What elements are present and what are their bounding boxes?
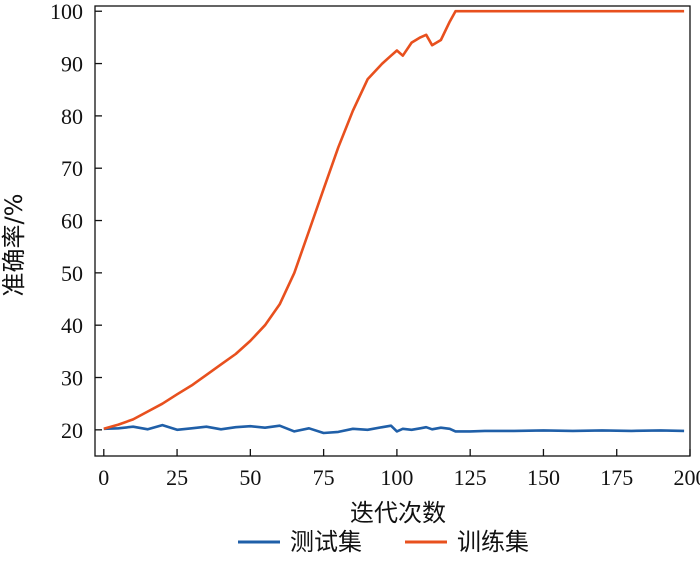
x-axis-title: 迭代次数 (350, 499, 446, 527)
x-tick-label: 125 (454, 465, 487, 490)
y-tick-label: 30 (61, 366, 83, 391)
y-axis-ticks: 20 30 40 50 60 70 80 90 100 (50, 0, 102, 443)
x-tick-label: 0 (98, 465, 109, 490)
x-tick-label: 175 (600, 465, 633, 490)
y-tick-label: 20 (61, 418, 83, 443)
x-tick-label: 50 (239, 465, 261, 490)
x-tick-label: 25 (166, 465, 188, 490)
series-line-1 (103, 423, 685, 435)
y-tick-label: 80 (61, 104, 83, 129)
x-tick-label: 75 (313, 465, 335, 490)
series-line-2 (103, 9, 685, 431)
x-tick-label: 100 (380, 465, 413, 490)
y-tick-label: 90 (61, 52, 83, 77)
x-tick-label: 150 (527, 465, 560, 490)
y-tick-label: 70 (61, 156, 83, 181)
y-tick-label: 40 (61, 313, 83, 338)
series-lines (103, 9, 685, 435)
plot-frame (94, 5, 691, 457)
legend: 测试集 训练集 (238, 528, 529, 556)
y-tick-label: 100 (50, 0, 83, 24)
y-axis-title: 准确率/% (0, 194, 28, 297)
x-tick-label: 200 (674, 465, 700, 490)
plot-border (94, 5, 691, 457)
y-tick-label: 50 (61, 261, 83, 286)
legend-label: 测试集 (290, 528, 362, 556)
legend-label: 训练集 (457, 528, 529, 556)
x-axis-ticks: 0 25 50 75 100 125 150 175 200 (98, 449, 700, 490)
y-tick-label: 60 (61, 209, 83, 234)
